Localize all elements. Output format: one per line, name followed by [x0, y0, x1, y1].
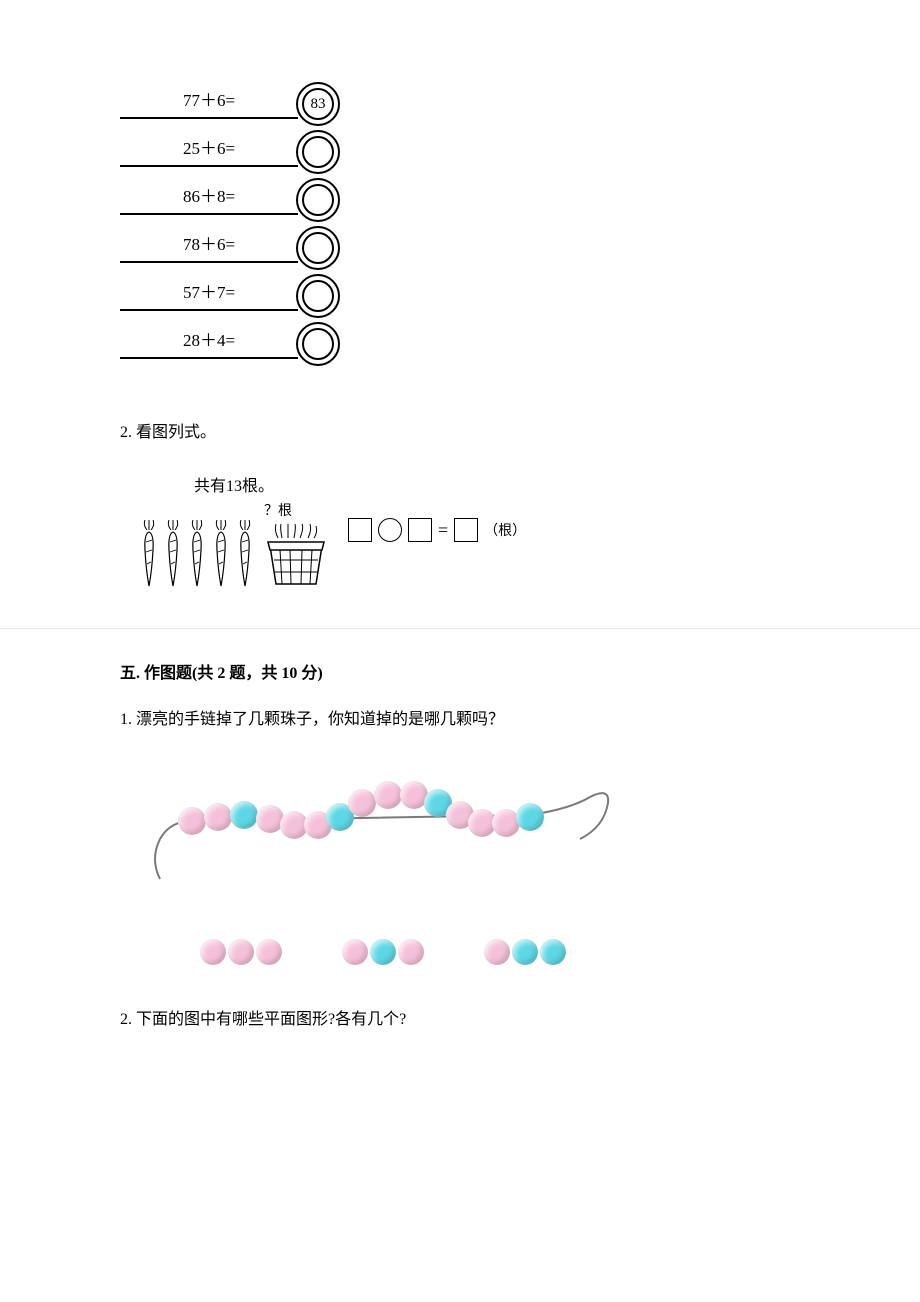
ladder-rung: 28＋4= [120, 320, 340, 368]
bead-pink [178, 807, 206, 835]
blank-box [348, 518, 372, 542]
bead-cyan [512, 939, 538, 965]
answer-value [302, 136, 334, 168]
carrot-icon [188, 520, 206, 588]
ladder-rung: 78＋6= [120, 224, 340, 272]
blank-box [454, 518, 478, 542]
blank-circle [378, 518, 402, 542]
q2-content: 共有13根。 ？根 [140, 472, 800, 588]
bead-cyan [370, 939, 396, 965]
bead-pink [342, 939, 368, 965]
bead-cyan [230, 801, 258, 829]
bead-pink [228, 939, 254, 965]
bead-pink [398, 939, 424, 965]
carrot-row [140, 520, 254, 588]
carrot-icon [140, 520, 158, 588]
answer-ring [296, 226, 340, 270]
carrot-figure: 共有13根。 ？根 [140, 472, 328, 588]
ladder-rung: 77＋6= 83 [120, 80, 340, 128]
bead-cyan [540, 939, 566, 965]
equation-ladder: 77＋6= 83 25＋6= 86＋8= 78＋6= 57＋7= 28＋4= [120, 80, 800, 368]
equation-text: 86＋8= [120, 185, 298, 215]
bead-pink [484, 939, 510, 965]
unit-label: （根） [484, 520, 526, 540]
equation-text: 77＋6= [120, 89, 298, 119]
section-divider [0, 628, 920, 629]
q2-title: 2. 看图列式。 [120, 418, 800, 442]
blank-box [408, 518, 432, 542]
ladder-rung: 25＋6= [120, 128, 340, 176]
equals-sign: = [438, 520, 448, 541]
bracelet [130, 759, 630, 889]
s5-q1-text: 1. 漂亮的手链掉了几颗珠子，你知道掉的是哪几颗吗？ [120, 705, 800, 729]
equation-text: 57＋7= [120, 281, 298, 311]
bead-pink [256, 939, 282, 965]
equation-text: 25＋6= [120, 137, 298, 167]
answer-value [302, 280, 334, 312]
option-1 [200, 939, 282, 965]
option-3 [484, 939, 566, 965]
s5-q2-text: 2. 下面的图中有哪些平面图形?各有几个? [120, 1005, 800, 1029]
basket-icon [264, 520, 328, 588]
bead-options [200, 939, 800, 965]
bracelet-figure [130, 759, 800, 965]
basket-column: ？根 [264, 500, 328, 588]
carrot-icon [212, 520, 230, 588]
equation-text: 28＋4= [120, 329, 298, 359]
answer-ring [296, 322, 340, 366]
bead-pink [204, 803, 232, 831]
carrot-row-wrap: ？根 [140, 500, 328, 588]
carrot-icon [164, 520, 182, 588]
bead-pink [200, 939, 226, 965]
answer-value: 83 [302, 88, 334, 120]
ladder-rung: 57＋7= [120, 272, 340, 320]
bead-cyan [516, 803, 544, 831]
total-label: 共有13根。 [194, 472, 274, 496]
answer-ring [296, 130, 340, 174]
section-5-title: 五. 作图题(共 2 题，共 10 分) [120, 659, 800, 683]
unknown-label: ？根 [264, 500, 292, 520]
bead-pink [348, 789, 376, 817]
answer-value [302, 184, 334, 216]
question-2: 2. 看图列式。 共有13根。 ？根 [120, 418, 800, 588]
answer-value [302, 328, 334, 360]
option-2 [342, 939, 424, 965]
section-5: 五. 作图题(共 2 题，共 10 分) 1. 漂亮的手链掉了几颗珠子，你知道掉… [120, 659, 800, 1029]
answer-ring [296, 274, 340, 318]
ladder-rung: 86＋8= [120, 176, 340, 224]
equation-blanks: = （根） [348, 518, 526, 542]
equation-text: 78＋6= [120, 233, 298, 263]
carrot-icon [236, 520, 254, 588]
answer-ring: 83 [296, 82, 340, 126]
answer-ring [296, 178, 340, 222]
bead-pink [374, 781, 402, 809]
answer-value [302, 232, 334, 264]
